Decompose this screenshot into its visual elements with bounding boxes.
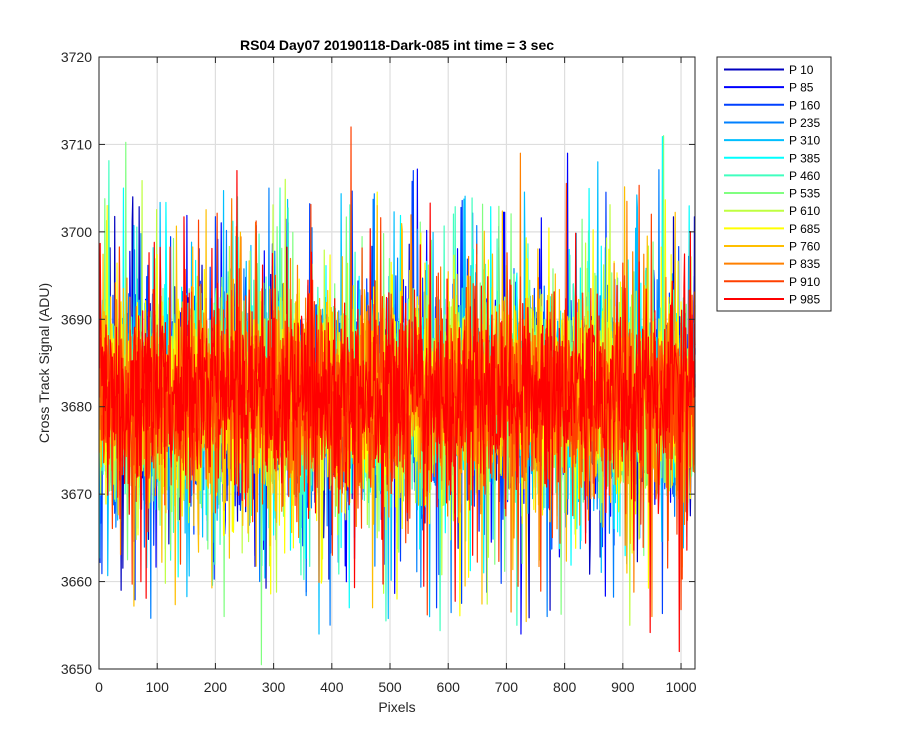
- y-tick-label: 3670: [61, 486, 92, 502]
- legend-entry: P 310: [789, 134, 820, 148]
- y-tick-label: 3650: [61, 661, 92, 677]
- plot-frame: [98, 56, 696, 670]
- x-tick-label: 300: [262, 679, 286, 695]
- legend-entry: P 760: [789, 240, 820, 254]
- legend-entry: P 610: [789, 204, 820, 218]
- x-axis-label: Pixels: [378, 699, 415, 715]
- legend-entry: P 235: [789, 116, 820, 130]
- x-tick-label: 400: [320, 679, 344, 695]
- legend: P 10 P 85 P 160 P 235 P 310 P 385 P 460 P 535 P …: [716, 56, 832, 312]
- legend-entry: P 160: [789, 98, 820, 112]
- y-tick-label: 3680: [61, 399, 92, 415]
- legend-entry: P 85: [789, 81, 814, 95]
- y-tick-label: 3690: [61, 311, 92, 327]
- x-tick-label: 0: [95, 679, 103, 695]
- y-tick-labels: 3650 3660 3670 3680 3690 3700 3710 3720: [61, 49, 92, 677]
- y-tick-label: 3720: [61, 49, 92, 65]
- y-tick-label: 3710: [61, 136, 92, 152]
- series-line-p-910: [98, 126, 696, 616]
- series-group: [98, 126, 696, 666]
- x-tick-label: 100: [146, 679, 170, 695]
- x-tick-label: 500: [378, 679, 402, 695]
- legend-entry: P 685: [789, 222, 820, 236]
- legend-box: [716, 56, 832, 312]
- legend-entry: P 535: [789, 187, 820, 201]
- legend-entry: P 835: [789, 257, 820, 271]
- legend-entry: P 460: [789, 169, 820, 183]
- chart-title: RS04 Day07 20190118-Dark-085 int time = …: [240, 37, 554, 53]
- y-axis-label: Cross Track Signal (ADU): [36, 283, 52, 443]
- x-tick-label: 800: [553, 679, 577, 695]
- legend-entry: P 10: [789, 63, 814, 77]
- legend-entry: P 385: [789, 151, 820, 165]
- x-tick-labels: 0 100 200 300 400 500 600 700 800 900 1000: [95, 679, 697, 695]
- y-tick-label: 3700: [61, 224, 92, 240]
- x-tick-label: 900: [611, 679, 635, 695]
- legend-entry: P 985: [789, 292, 820, 306]
- x-tick-label: 600: [437, 679, 461, 695]
- x-tick-label: 200: [204, 679, 228, 695]
- y-tick-label: 3660: [61, 574, 92, 590]
- legend-entry: P 910: [789, 275, 820, 289]
- x-tick-label: 1000: [665, 679, 696, 695]
- x-tick-label: 700: [495, 679, 519, 695]
- series-line-p-985: [98, 170, 696, 653]
- tick-marks: [98, 56, 695, 670]
